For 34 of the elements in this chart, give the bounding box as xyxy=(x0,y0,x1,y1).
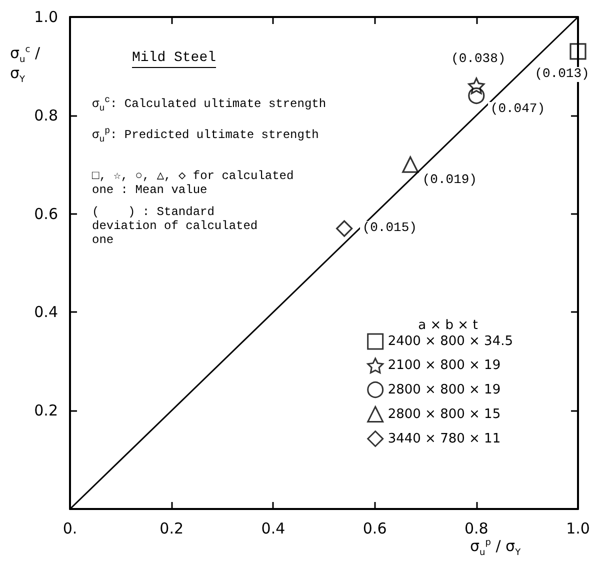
x-axis-title: σ$_{u}$$^{p}$ / σ$_{Y}$ xyxy=(470,537,521,558)
y-tick-label: 0.2 xyxy=(34,402,58,420)
annotation: □, ☆, ○, △, ◇ for calculated one : Mean value xyxy=(92,169,295,198)
point xyxy=(336,220,353,237)
annotation: (0.019) xyxy=(420,172,479,188)
annotation: (0.013) xyxy=(532,66,592,82)
legend-label: 2800 × 800 × 19 xyxy=(388,382,501,398)
legend-label: 3440 × 780 × 11 xyxy=(388,431,501,446)
x-tick-label: 0.4 xyxy=(261,520,286,538)
x-tick-label: 1.0 xyxy=(566,520,590,538)
legend-label: 2800 × 800 × 15 xyxy=(388,406,501,422)
point xyxy=(402,156,419,173)
legend-title: a × b × t xyxy=(417,318,479,334)
y-tick-label: 0.8 xyxy=(34,106,58,124)
annotation: (0.047) xyxy=(488,100,547,117)
point xyxy=(570,43,586,60)
annotation: (0.015) xyxy=(360,220,419,236)
text: Mild Steel xyxy=(132,50,216,66)
x-tick-label: 0.2 xyxy=(160,520,184,538)
annotation: ( ) : Standard deviation of calculated one xyxy=(92,205,259,248)
legend-label: 2100 × 800 × 19 xyxy=(388,358,501,374)
point xyxy=(468,78,485,94)
y-axis-title: σ$_{u}$$^{c}$ / σ$_{Y}$ xyxy=(10,44,42,86)
point xyxy=(468,87,485,104)
x-tick-label: 0.6 xyxy=(362,520,387,538)
annotation: σ$_{u}$$^{p}$: Predicted ultimate strength xyxy=(92,126,320,145)
y-tick-label: 1.0 xyxy=(34,8,58,26)
x-tick-label: 0. xyxy=(62,520,78,538)
annotation: σ$_{u}$$^{c}$: Calculated ultimate strength xyxy=(92,95,328,114)
legend-label: 2400 × 800 × 34.5 xyxy=(388,334,514,349)
x-tick-label: 0.8 xyxy=(464,520,488,538)
y-tick-label: 0.4 xyxy=(34,303,58,322)
y-tick-label: 0.6 xyxy=(34,204,58,223)
annotation: (0.038) xyxy=(448,50,508,67)
